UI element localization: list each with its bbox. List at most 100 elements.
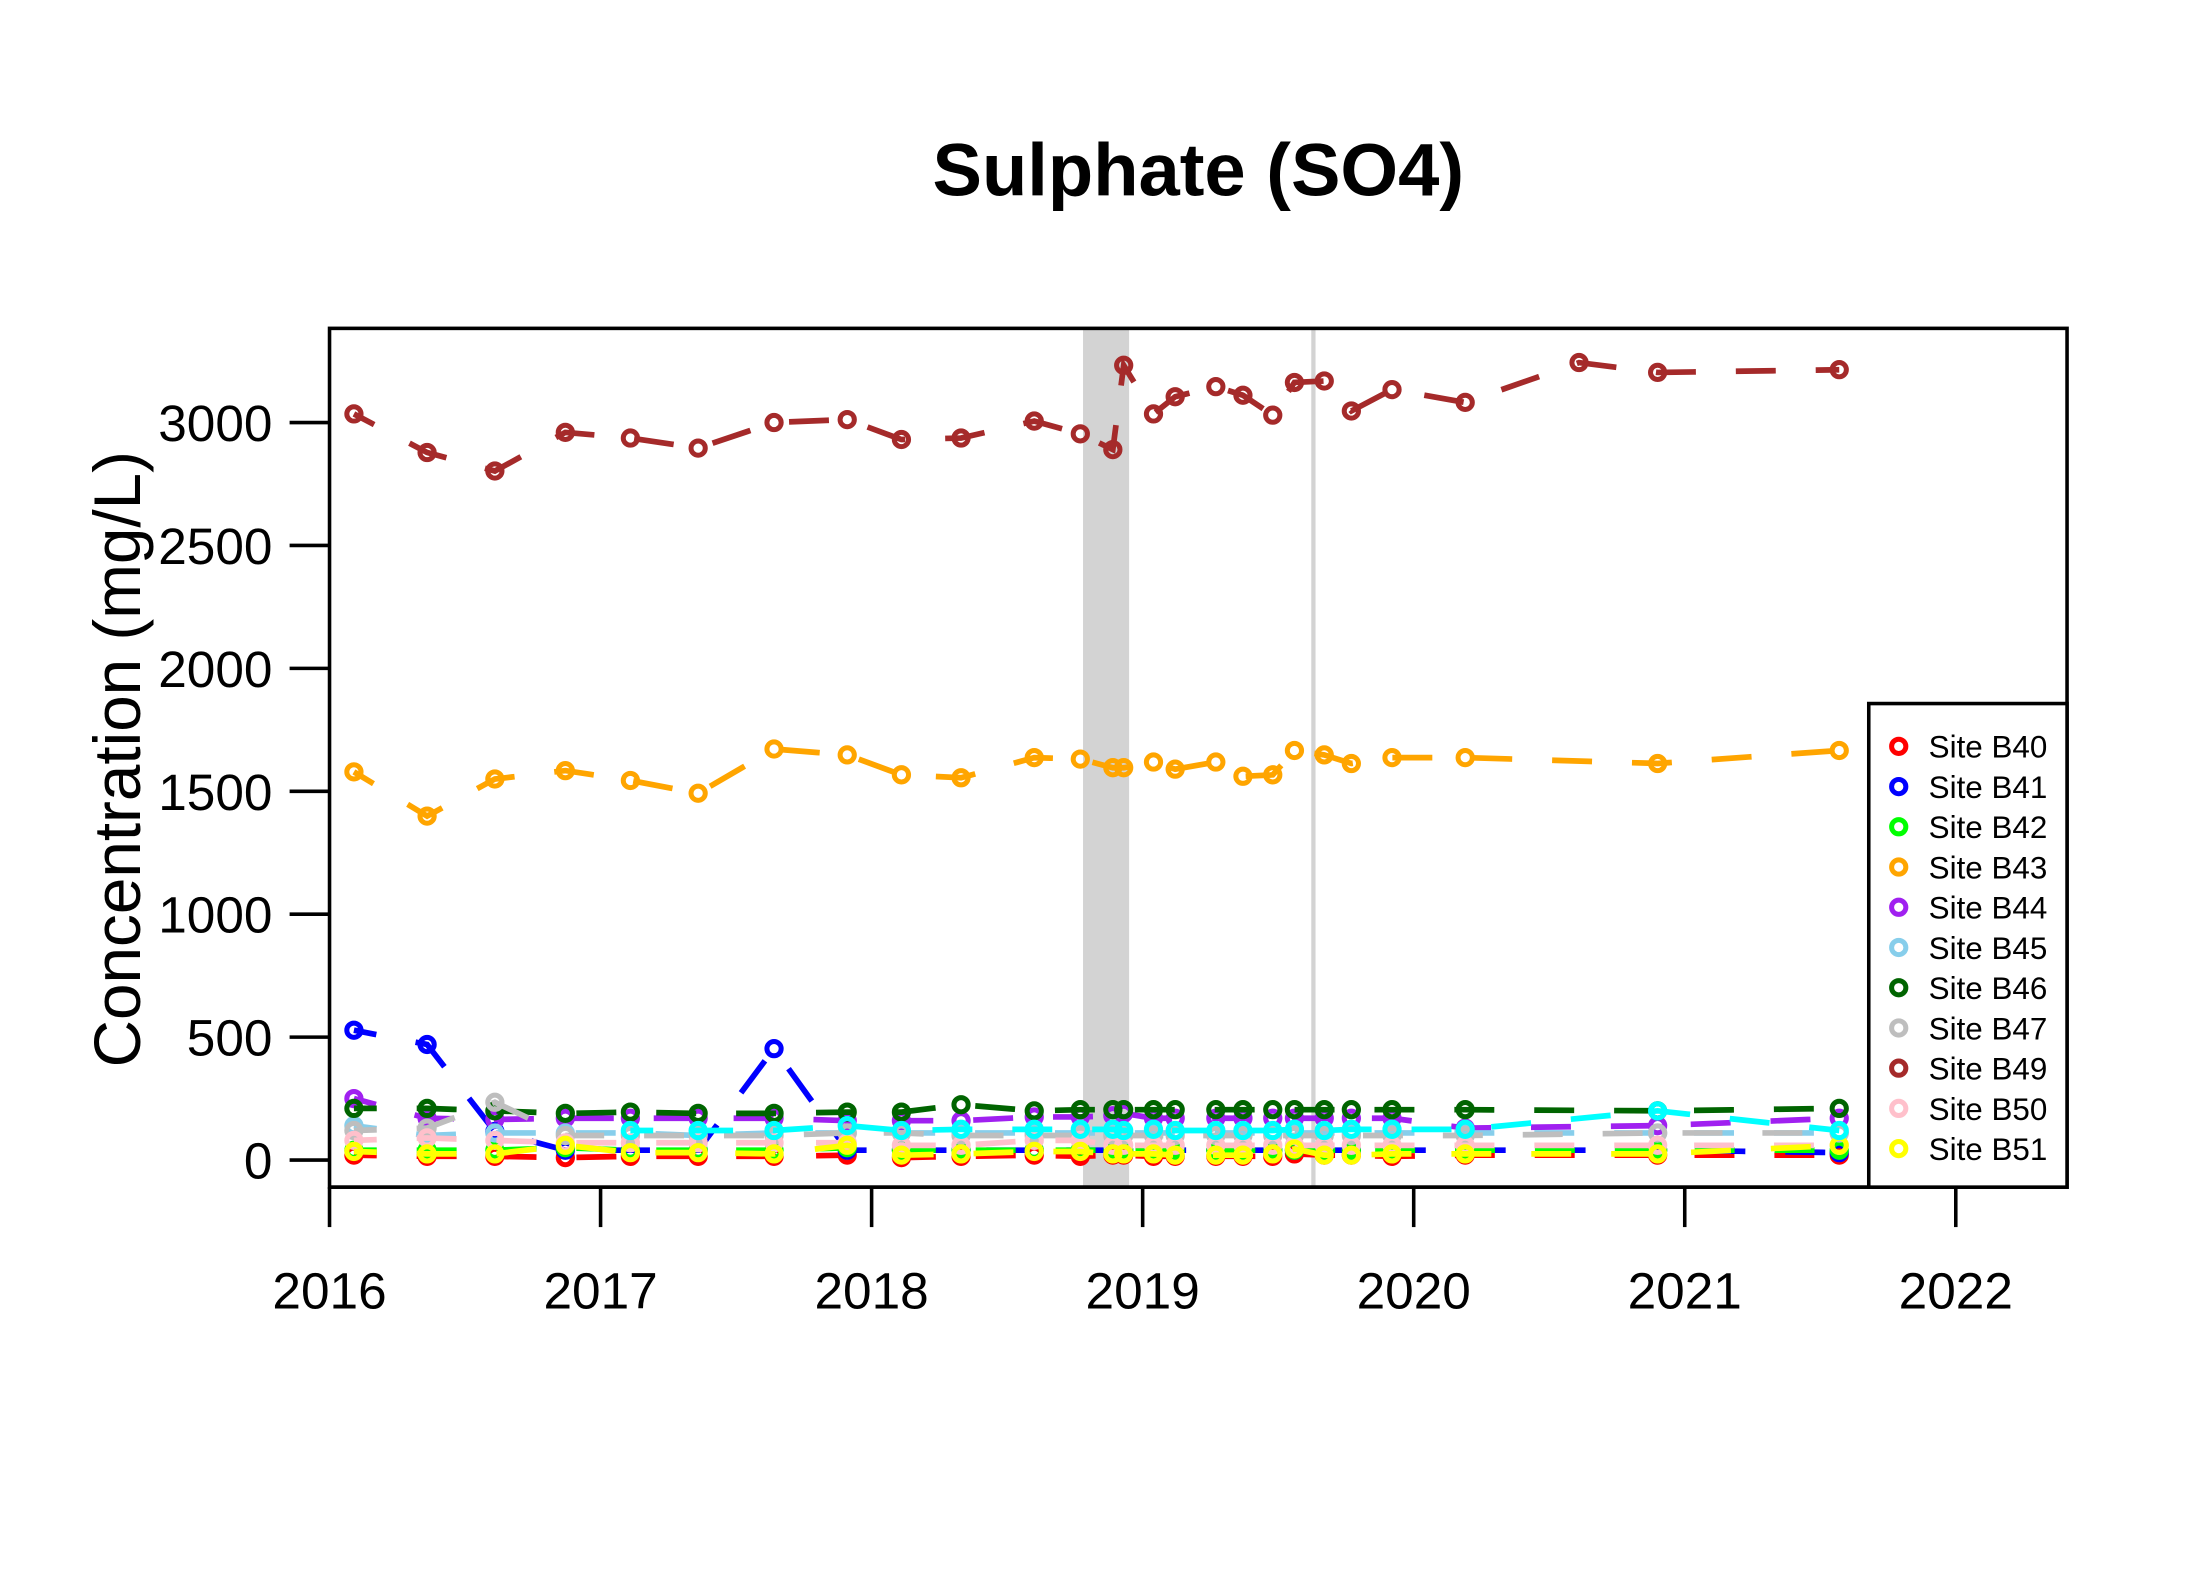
data-point	[1114, 1120, 1134, 1141]
legend-item: Site B51	[1889, 1132, 2048, 1167]
data-point	[764, 1120, 784, 1141]
data-point	[1263, 765, 1283, 785]
legend-marker	[1889, 937, 1909, 958]
data-point	[485, 769, 505, 789]
legend-item: Site B43	[1889, 850, 2048, 885]
data-point	[951, 1119, 971, 1139]
legend-item: Site B44	[1889, 891, 2048, 926]
series-unlabeled	[620, 1101, 1849, 1141]
data-point	[951, 1144, 971, 1164]
data-point	[344, 1130, 364, 1151]
data-point	[1284, 372, 1305, 393]
y-tick-label: 500	[187, 1010, 273, 1067]
data-point	[1206, 752, 1226, 772]
data-point	[1070, 749, 1090, 769]
series-line	[630, 1107, 1840, 1134]
data-point	[1455, 1144, 1475, 1164]
data-point	[485, 461, 505, 481]
legend-item: Site B46	[1889, 971, 2048, 1006]
x-tick-label: 2019	[1086, 1262, 1200, 1319]
data-point	[1829, 1120, 1849, 1141]
data-point	[485, 1123, 505, 1143]
legend-marker	[1889, 736, 1909, 756]
data-point	[891, 429, 912, 450]
data-point	[764, 1103, 784, 1123]
data-point	[1569, 352, 1589, 373]
data-point	[1233, 1100, 1253, 1120]
data-point	[1206, 1100, 1226, 1120]
data-point	[1206, 1145, 1226, 1165]
shaded-period	[1083, 329, 1130, 1186]
data-point	[1648, 753, 1668, 774]
data-point	[1165, 387, 1185, 407]
data-point	[555, 1103, 575, 1123]
data-point	[485, 1092, 505, 1112]
data-point	[951, 1095, 971, 1115]
data-point	[1165, 1145, 1185, 1165]
series-site-b46	[344, 1095, 1849, 1123]
y-tick-label: 1500	[158, 764, 272, 821]
data-point	[1233, 385, 1253, 405]
data-point	[688, 1103, 708, 1123]
legend-item: Site B49	[1889, 1052, 2047, 1087]
data-point	[837, 409, 857, 430]
data-point	[620, 1143, 641, 1163]
legend-label: Site B46	[1929, 971, 2048, 1006]
x-tick-label: 2017	[543, 1262, 657, 1319]
y-tick-label: 0	[244, 1133, 273, 1190]
data-point	[417, 442, 437, 463]
data-point	[891, 765, 912, 785]
legend-marker	[1889, 776, 1909, 797]
data-point	[688, 438, 708, 458]
data-point	[1341, 753, 1361, 774]
data-point	[1114, 1100, 1134, 1120]
data-point	[1024, 1141, 1044, 1162]
data-point	[951, 428, 971, 448]
data-point	[764, 1144, 784, 1164]
legend-label: Site B44	[1929, 891, 2048, 926]
data-point	[891, 1120, 912, 1141]
plot-frame	[327, 326, 2069, 1189]
legend-label: Site B40	[1929, 730, 2048, 765]
data-point	[1263, 405, 1283, 425]
data-point	[555, 1125, 575, 1146]
data-point	[1024, 1130, 1044, 1151]
data-point	[1070, 1100, 1090, 1120]
data-point	[1070, 1141, 1090, 1162]
data-point	[1233, 766, 1253, 786]
data-point	[1341, 1119, 1361, 1139]
data-point	[1165, 1100, 1185, 1120]
legend-item: Site B45	[1889, 931, 2047, 966]
legend-marker	[1889, 1058, 1909, 1078]
data-point	[1382, 1144, 1402, 1164]
data-point	[1455, 747, 1475, 768]
legend-item: Site B40	[1889, 730, 2048, 765]
data-point	[891, 1145, 912, 1165]
data-point	[1206, 1120, 1226, 1141]
data-point	[1284, 1119, 1305, 1139]
data-point	[1829, 360, 1849, 380]
data-point	[1648, 1144, 1668, 1164]
data-point	[1314, 745, 1334, 765]
plot-area	[344, 329, 1849, 1186]
x-tick-label: 2021	[1628, 1262, 1742, 1319]
legend-marker	[1889, 897, 1909, 917]
data-point	[620, 428, 641, 448]
data-point	[1024, 1119, 1044, 1139]
x-tick-label: 2020	[1357, 1262, 1471, 1319]
series-site-b49	[344, 352, 1849, 481]
legend-label: Site B43	[1929, 850, 2048, 885]
data-point	[1206, 377, 1226, 397]
data-point	[417, 1144, 437, 1164]
data-point	[1165, 759, 1185, 779]
data-point	[417, 806, 437, 826]
data-point	[891, 1102, 912, 1122]
data-point	[837, 745, 857, 765]
data-point	[1103, 1144, 1123, 1164]
series-line	[352, 356, 1840, 475]
legend-marker	[1889, 978, 1909, 998]
legend-marker	[1889, 857, 1909, 877]
data-point	[1314, 1100, 1334, 1120]
data-point	[555, 761, 575, 781]
legend-label: Site B51	[1929, 1132, 2048, 1167]
